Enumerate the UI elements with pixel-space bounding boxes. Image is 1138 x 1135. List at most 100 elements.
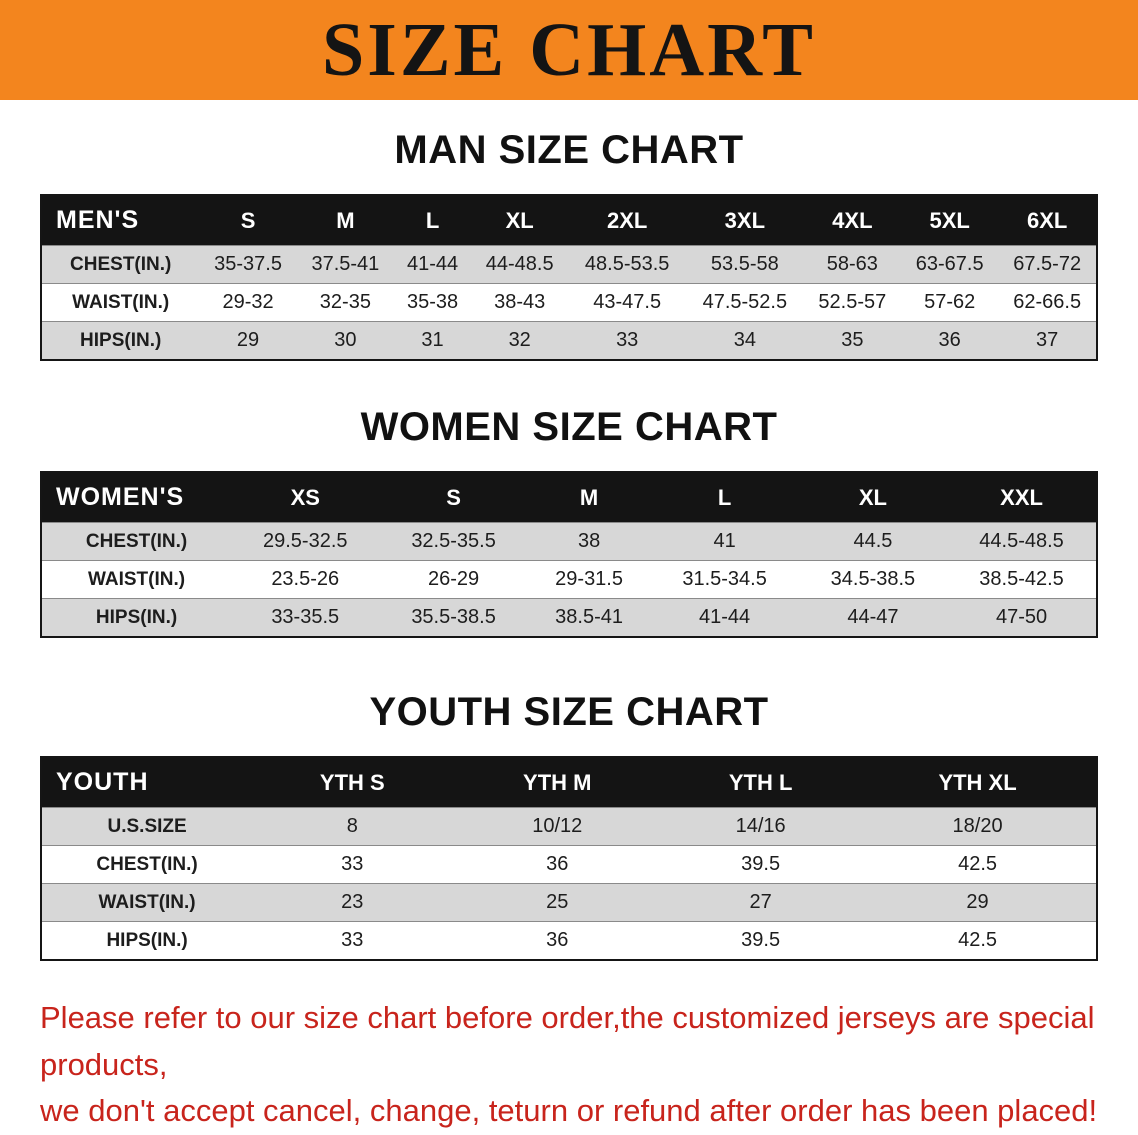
size-column-header: M (527, 472, 651, 523)
table-header-row: YOUTH YTH S YTH M YTH L YTH XL (41, 757, 1097, 808)
size-value-cell: 27 (662, 883, 860, 922)
size-column-header: 6XL (998, 195, 1097, 246)
size-value-cell: 44.5 (798, 522, 948, 561)
table-title-cell: WOMEN'S (41, 472, 232, 523)
size-value-cell: 37 (998, 321, 1097, 360)
size-value-cell: 42.5 (859, 845, 1097, 884)
size-value-cell: 38-43 (471, 283, 569, 322)
size-value-cell: 39.5 (662, 845, 860, 884)
table-row: U.S.SIZE 8 10/12 14/16 18/20 (41, 807, 1097, 846)
size-value-cell: 29 (859, 883, 1097, 922)
size-value-cell: 35 (803, 321, 901, 360)
size-column-header: L (394, 195, 472, 246)
size-value-cell: 48.5-53.5 (568, 245, 687, 284)
table-header-row: WOMEN'S XS S M L XL XXL (41, 472, 1097, 523)
size-value-cell: 44-48.5 (471, 245, 569, 284)
youth-size-table: YOUTH YTH S YTH M YTH L YTH XL U.S.SIZE 8 10/12… (40, 756, 1098, 961)
size-value-cell: 35-37.5 (199, 245, 297, 284)
size-value-cell: 23 (252, 883, 453, 922)
size-column-header: YTH L (662, 757, 860, 808)
table-header-row: MEN'S S M L XL 2XL 3XL 4XL 5XL 6XL (41, 195, 1097, 246)
size-value-cell: 47.5-52.5 (686, 283, 804, 322)
size-value-cell: 44.5-48.5 (947, 522, 1097, 561)
size-value-cell: 37.5-41 (296, 245, 395, 284)
size-value-cell: 8 (252, 807, 453, 846)
table-row: WAIST(IN.) 23.5-26 26-29 29-31.5 31.5-34.5 34… (41, 560, 1097, 599)
row-label-cell: HIPS(IN.) (41, 598, 232, 637)
size-value-cell: 36 (901, 321, 999, 360)
size-value-cell: 58-63 (803, 245, 901, 284)
size-value-cell: 34 (686, 321, 804, 360)
size-value-cell: 38 (527, 522, 651, 561)
size-value-cell: 33 (252, 845, 453, 884)
size-value-cell: 36 (452, 921, 663, 960)
men-size-table: MEN'S S M L XL 2XL 3XL 4XL 5XL 6XL CHEST(IN.) 35-37… (40, 194, 1098, 361)
size-value-cell: 63-67.5 (901, 245, 999, 284)
size-value-cell: 52.5-57 (803, 283, 901, 322)
disclaimer: Please refer to our size chart before or… (40, 995, 1098, 1135)
men-size-section: MAN SIZE CHART MEN'S S M L XL 2XL 3XL 4XL 5XL 6XL… (0, 128, 1138, 361)
row-label-cell: WAIST(IN.) (41, 560, 232, 599)
size-value-cell: 31 (394, 321, 472, 360)
size-value-cell: 41-44 (650, 598, 799, 637)
size-column-header: M (296, 195, 395, 246)
size-column-header: XXL (947, 472, 1097, 523)
size-value-cell: 31.5-34.5 (650, 560, 799, 599)
row-label-cell: CHEST(IN.) (41, 522, 232, 561)
table-row: HIPS(IN.) 33 36 39.5 42.5 (41, 921, 1097, 960)
size-value-cell: 33 (568, 321, 687, 360)
size-column-header: XS (231, 472, 380, 523)
size-value-cell: 32-35 (296, 283, 395, 322)
size-column-header: YTH S (252, 757, 453, 808)
table-row: CHEST(IN.) 35-37.5 37.5-41 41-44 44-48.5 48.5… (41, 245, 1097, 284)
size-value-cell: 41-44 (394, 245, 472, 284)
size-value-cell: 33 (252, 921, 453, 960)
size-value-cell: 10/12 (452, 807, 663, 846)
size-value-cell: 26-29 (379, 560, 528, 599)
size-value-cell: 34.5-38.5 (798, 560, 948, 599)
size-value-cell: 36 (452, 845, 663, 884)
table-row: HIPS(IN.) 29 30 31 32 33 34 35 36 37 (41, 321, 1097, 360)
table-row: WAIST(IN.) 29-32 32-35 35-38 38-43 43-47.5 47.… (41, 283, 1097, 322)
size-value-cell: 44-47 (798, 598, 948, 637)
size-column-header: 2XL (568, 195, 687, 246)
women-section-heading: WOMEN SIZE CHART (360, 405, 778, 449)
size-value-cell: 14/16 (662, 807, 860, 846)
size-column-header: 5XL (901, 195, 999, 246)
size-value-cell: 35.5-38.5 (379, 598, 528, 637)
row-label-cell: CHEST(IN.) (41, 245, 200, 284)
size-value-cell: 35-38 (394, 283, 472, 322)
table-row: HIPS(IN.) 33-35.5 35.5-38.5 38.5-41 41-44 44-… (41, 598, 1097, 637)
size-column-header: YTH XL (859, 757, 1097, 808)
women-size-table: WOMEN'S XS S M L XL XXL CHEST(IN.) 29.5-32.5 32.5… (40, 471, 1098, 638)
size-value-cell: 57-62 (901, 283, 999, 322)
table-row: WAIST(IN.) 23 25 27 29 (41, 883, 1097, 922)
size-value-cell: 38.5-41 (527, 598, 651, 637)
table-row: CHEST(IN.) 29.5-32.5 32.5-35.5 38 41 44.5 44.5… (41, 522, 1097, 561)
size-value-cell: 33-35.5 (231, 598, 380, 637)
size-value-cell: 18/20 (859, 807, 1097, 846)
row-label-cell: U.S.SIZE (41, 807, 253, 846)
size-value-cell: 32 (471, 321, 569, 360)
size-value-cell: 29-32 (199, 283, 297, 322)
size-value-cell: 62-66.5 (998, 283, 1097, 322)
size-column-header: XL (798, 472, 948, 523)
table-title-cell: YOUTH (41, 757, 253, 808)
size-column-header: S (199, 195, 297, 246)
size-value-cell: 30 (296, 321, 395, 360)
size-value-cell: 25 (452, 883, 663, 922)
size-value-cell: 42.5 (859, 921, 1097, 960)
size-column-header: XL (471, 195, 569, 246)
size-value-cell: 67.5-72 (998, 245, 1097, 284)
size-value-cell: 53.5-58 (686, 245, 804, 284)
size-column-header: 3XL (686, 195, 804, 246)
women-size-section: WOMEN SIZE CHART WOMEN'S XS S M L XL XXL CHEST(… (0, 405, 1138, 638)
table-title-cell: MEN'S (41, 195, 200, 246)
row-label-cell: WAIST(IN.) (41, 283, 200, 322)
size-column-header: L (650, 472, 799, 523)
row-label-cell: WAIST(IN.) (41, 883, 253, 922)
row-label-cell: HIPS(IN.) (41, 321, 200, 360)
youth-size-section: YOUTH SIZE CHART YOUTH YTH S YTH M YTH L YTH… (0, 690, 1138, 961)
size-value-cell: 32.5-35.5 (379, 522, 528, 561)
size-value-cell: 47-50 (947, 598, 1097, 637)
